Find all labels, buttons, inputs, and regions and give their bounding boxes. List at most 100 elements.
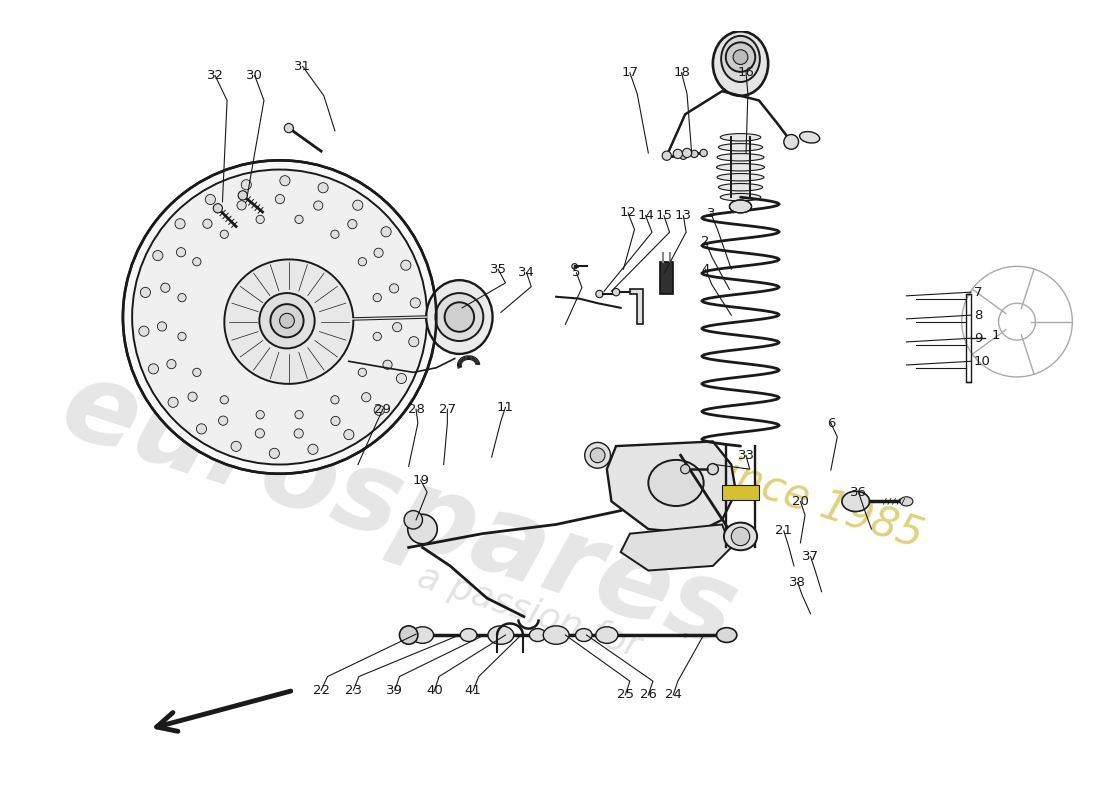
Circle shape xyxy=(123,160,437,474)
Ellipse shape xyxy=(460,629,477,642)
Circle shape xyxy=(238,190,248,200)
Text: since 1985: since 1985 xyxy=(700,446,928,557)
Text: 27: 27 xyxy=(439,402,455,416)
Circle shape xyxy=(726,42,756,72)
Ellipse shape xyxy=(716,628,737,642)
Circle shape xyxy=(691,150,698,158)
Circle shape xyxy=(444,302,474,332)
Text: 39: 39 xyxy=(386,684,404,697)
Text: 24: 24 xyxy=(664,689,682,702)
Circle shape xyxy=(389,284,398,293)
Circle shape xyxy=(188,392,197,402)
Circle shape xyxy=(256,410,264,419)
Circle shape xyxy=(168,398,178,407)
Circle shape xyxy=(318,182,328,193)
Ellipse shape xyxy=(543,626,569,644)
Text: 9: 9 xyxy=(974,332,982,345)
Circle shape xyxy=(359,368,366,377)
Circle shape xyxy=(396,374,407,383)
Polygon shape xyxy=(620,525,732,570)
Text: 1: 1 xyxy=(991,329,1000,342)
Text: 29: 29 xyxy=(374,402,392,416)
Ellipse shape xyxy=(900,497,913,506)
Circle shape xyxy=(408,514,437,544)
Circle shape xyxy=(373,294,382,302)
Circle shape xyxy=(681,465,690,474)
Text: 17: 17 xyxy=(621,66,638,79)
Circle shape xyxy=(359,258,366,266)
Text: 40: 40 xyxy=(426,684,443,697)
Circle shape xyxy=(381,226,392,237)
Text: 18: 18 xyxy=(673,66,690,79)
Circle shape xyxy=(175,218,185,229)
Text: 8: 8 xyxy=(974,309,982,322)
Circle shape xyxy=(178,332,186,341)
Circle shape xyxy=(733,50,748,65)
Circle shape xyxy=(157,322,166,331)
Text: 7: 7 xyxy=(974,286,982,298)
Ellipse shape xyxy=(488,626,514,644)
Circle shape xyxy=(436,293,483,341)
Circle shape xyxy=(331,230,339,238)
Text: 37: 37 xyxy=(802,550,820,563)
Circle shape xyxy=(393,322,402,332)
Circle shape xyxy=(784,134,799,150)
Text: 19: 19 xyxy=(412,474,429,486)
Circle shape xyxy=(236,201,246,210)
Circle shape xyxy=(348,219,358,229)
Circle shape xyxy=(260,293,315,348)
Text: 11: 11 xyxy=(497,401,514,414)
Ellipse shape xyxy=(718,143,762,151)
Bar xyxy=(660,262,673,294)
Text: 6: 6 xyxy=(827,417,835,430)
Circle shape xyxy=(314,201,323,210)
Ellipse shape xyxy=(224,259,353,384)
Circle shape xyxy=(308,444,318,454)
Text: 23: 23 xyxy=(345,684,362,697)
Text: 26: 26 xyxy=(640,689,657,702)
Ellipse shape xyxy=(648,460,704,506)
Circle shape xyxy=(362,393,371,402)
Circle shape xyxy=(167,359,176,369)
Circle shape xyxy=(176,248,186,257)
Circle shape xyxy=(197,424,207,434)
Circle shape xyxy=(295,410,304,419)
Circle shape xyxy=(410,298,420,308)
Text: 16: 16 xyxy=(738,66,755,79)
Text: 25: 25 xyxy=(617,689,634,702)
Circle shape xyxy=(613,289,619,296)
Circle shape xyxy=(178,294,186,302)
Polygon shape xyxy=(630,290,642,325)
Circle shape xyxy=(220,230,229,238)
Text: 30: 30 xyxy=(246,69,263,82)
Circle shape xyxy=(331,416,340,426)
Circle shape xyxy=(141,287,151,298)
Text: 41: 41 xyxy=(465,684,482,697)
Text: 15: 15 xyxy=(656,209,672,222)
Circle shape xyxy=(275,194,285,204)
Ellipse shape xyxy=(529,629,546,642)
Ellipse shape xyxy=(426,280,493,354)
Text: 14: 14 xyxy=(637,209,654,222)
Circle shape xyxy=(192,368,201,377)
Circle shape xyxy=(256,215,264,223)
Ellipse shape xyxy=(575,629,592,642)
Circle shape xyxy=(153,250,163,261)
Bar xyxy=(722,485,759,499)
Ellipse shape xyxy=(411,626,433,643)
Circle shape xyxy=(373,332,382,341)
Circle shape xyxy=(279,314,295,328)
Text: 22: 22 xyxy=(312,684,330,697)
Ellipse shape xyxy=(713,31,768,96)
Circle shape xyxy=(673,150,682,158)
Circle shape xyxy=(700,150,707,157)
Circle shape xyxy=(270,448,279,458)
Text: 32: 32 xyxy=(207,69,223,82)
Ellipse shape xyxy=(729,200,751,213)
Circle shape xyxy=(680,152,688,159)
Text: 28: 28 xyxy=(408,402,425,416)
Circle shape xyxy=(192,258,201,266)
Circle shape xyxy=(206,194,216,205)
Circle shape xyxy=(707,464,718,474)
Circle shape xyxy=(148,364,158,374)
